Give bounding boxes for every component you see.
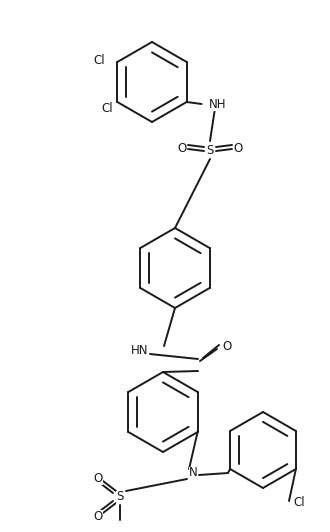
Text: S: S bbox=[206, 144, 214, 156]
Text: N: N bbox=[189, 467, 197, 479]
Text: S: S bbox=[116, 491, 124, 503]
Text: HN: HN bbox=[130, 344, 148, 356]
Text: O: O bbox=[233, 142, 243, 154]
Text: Cl: Cl bbox=[94, 54, 105, 66]
Text: O: O bbox=[93, 510, 103, 522]
Text: O: O bbox=[178, 142, 187, 154]
Text: O: O bbox=[93, 471, 103, 485]
Text: Cl: Cl bbox=[102, 102, 114, 114]
Text: Cl: Cl bbox=[293, 496, 305, 510]
Text: O: O bbox=[222, 340, 231, 353]
Text: NH: NH bbox=[209, 97, 226, 111]
